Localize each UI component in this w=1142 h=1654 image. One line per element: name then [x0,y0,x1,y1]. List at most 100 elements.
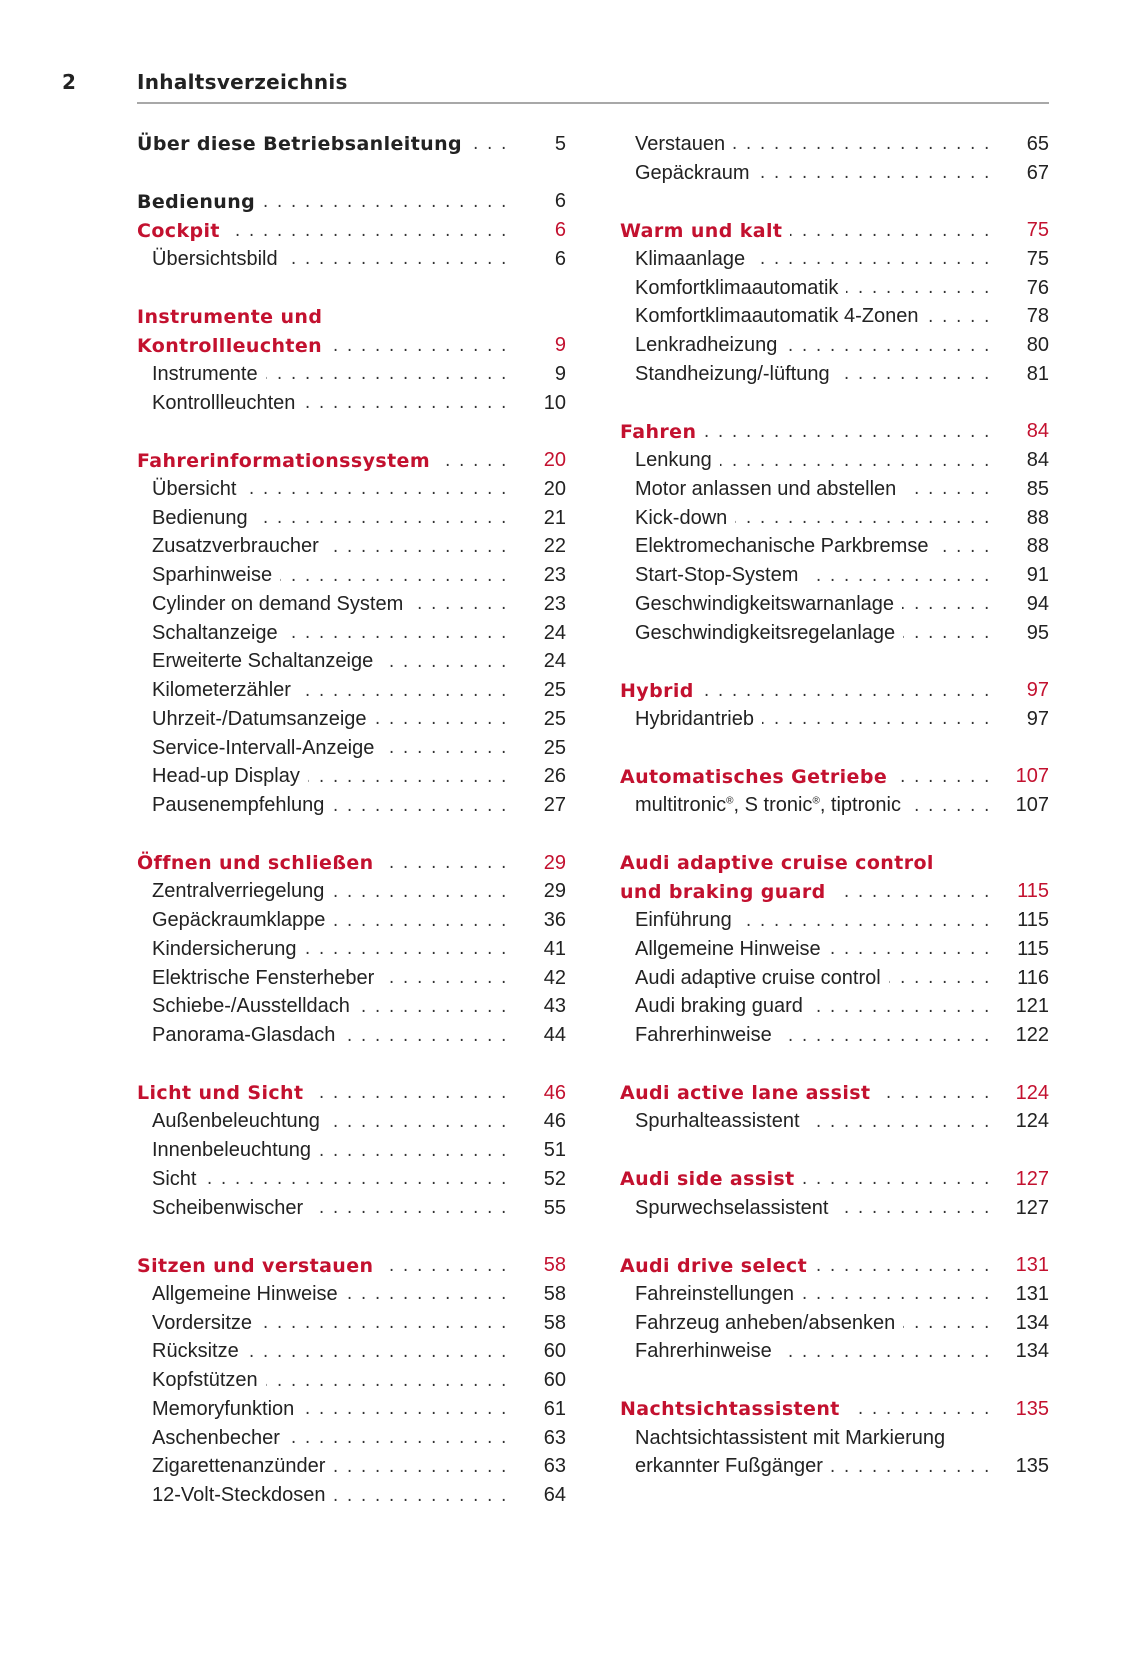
toc-entry-section[interactable]: Fahrerinformationssystem 20 [137,446,566,475]
toc-entry-sub[interactable]: Audi adaptive cruise control 116 [620,964,1049,993]
dot-leader [808,1112,991,1132]
toc-entry-sub[interactable]: Einführung 115 [620,906,1049,935]
toc-entry-sub[interactable]: Start-Stop-System 91 [620,561,1049,590]
toc-entry-page: 21 [543,506,566,529]
toc-entry-sub[interactable]: Kilometerzähler 25 [137,676,566,705]
toc-entry-page: 76 [1026,276,1049,299]
toc-entry-sub[interactable]: Service-Intervall-Anzeige 25 [137,734,566,763]
toc-entry-sub[interactable]: Innenbeleuchtung 51 [137,1136,566,1165]
toc-entry-sub[interactable]: Fahrzeug anheben/absenken 134 [620,1309,1049,1338]
toc-entry-sub[interactable]: Gepäckraumklappe 36 [137,906,566,935]
toc-entry-section[interactable]: Warm und kalt 75 [620,216,1049,245]
toc-entry-sub[interactable]: Scheibenwischer 55 [137,1194,566,1223]
toc-entry-sub[interactable]: Fahrerhinweise 134 [620,1338,1049,1367]
toc-entry-title: Audi adaptive cruise control [620,852,934,875]
toc-entry-sub[interactable]: Nachtsichtassistent mit Markierung [620,1424,1049,1453]
toc-entry-sub[interactable]: Zentralverriegelung 29 [137,878,566,907]
toc-entry-title: Hybridantrieb [635,707,754,730]
toc-entry-title: Motor anlassen und abstellen [635,477,897,500]
dot-leader [382,968,508,988]
toc-entry-section[interactable]: Öffnen und schließen 29 [137,849,566,878]
toc-entry-sub[interactable]: Standheizung/-lüftung 81 [620,360,1049,389]
toc-entry-sub[interactable]: Bedienung 21 [137,504,566,533]
toc-entry-sub[interactable]: Kick-down 88 [620,504,1049,533]
toc-entry-sub[interactable]: Übersicht 20 [137,475,566,504]
toc-entry-section[interactable]: Fahren 84 [620,418,1049,447]
dot-leader [790,221,991,241]
toc-entry-page: 67 [1026,161,1049,184]
toc-entry-section[interactable]: Kontrollleuchten 9 [137,331,566,360]
toc-entry-sub[interactable]: Verstauen 65 [620,130,1049,159]
toc-entry-sub[interactable]: Audi braking guard 121 [620,993,1049,1022]
toc-entry-section[interactable]: Automatisches Getriebe 107 [620,763,1049,792]
toc-entry-title: Scheibenwischer [152,1196,304,1219]
toc-entry-page: 60 [543,1340,566,1363]
toc-entry-sub[interactable]: Motor anlassen und abstellen 85 [620,475,1049,504]
toc-entry-sub[interactable]: Gepäckraum 67 [620,159,1049,188]
toc-entry-section[interactable]: Audi side assist 127 [620,1165,1049,1194]
toc-entry-sub[interactable]: Fahreinstellungen 131 [620,1280,1049,1309]
toc-entry-sub[interactable]: Außenbeleuchtung 46 [137,1108,566,1137]
toc-entry-sub[interactable]: Sparhinweise 23 [137,561,566,590]
toc-entry-section[interactable]: Hybrid 97 [620,676,1049,705]
toc-entry-sub[interactable]: Vordersitze 58 [137,1309,566,1338]
toc-entry-section[interactable]: Cockpit 6 [137,216,566,245]
toc-entry-sub[interactable]: Allgemeine Hinweise 58 [137,1280,566,1309]
toc-entry-sub[interactable]: Schaltanzeige 24 [137,619,566,648]
toc-entry-title: Übersichtsbild [152,247,278,270]
toc-entry-section[interactable]: Sitzen und verstauen 58 [137,1251,566,1280]
toc-entry-sub[interactable]: Erweiterte Schaltanzeige 24 [137,648,566,677]
toc-entry-section[interactable]: Audi active lane assist 124 [620,1079,1049,1108]
dot-leader [260,1313,508,1333]
toc-entry-sub[interactable]: Komfortklimaautomatik 76 [620,274,1049,303]
toc-entry-sub[interactable]: Elektromechanische Parkbremse 88 [620,533,1049,562]
toc-entry-title: multitronic®, S tronic®, tiptronic [635,794,901,817]
toc-entry-sub[interactable]: Uhrzeit-/Datumsanzeige 25 [137,705,566,734]
toc-entry-sub[interactable]: erkannter Fußgänger 135 [620,1453,1049,1482]
toc-entry-section[interactable]: Instrumente und [137,303,566,332]
toc-entry-sub[interactable]: Elektrische Fensterheber 42 [137,964,566,993]
toc-entry-section[interactable]: Nachtsichtassistent 135 [620,1395,1049,1424]
toc-entry-sub[interactable]: Geschwindigkeitswarnanlage 94 [620,590,1049,619]
toc-entry-section[interactable]: Audi drive select 131 [620,1251,1049,1280]
toc-entry-title: Fahrerhinweise [635,1340,772,1363]
toc-entry-section[interactable]: und braking guard 115 [620,878,1049,907]
toc-entry-sub[interactable]: Komfortklimaautomatik 4-Zonen 78 [620,303,1049,332]
toc-entry-section[interactable]: Audi adaptive cruise control [620,849,1049,878]
toc-entry-sub[interactable]: Übersichtsbild 6 [137,245,566,274]
toc-entry-sub[interactable]: Allgemeine Hinweise 115 [620,935,1049,964]
toc-entry-sub[interactable]: Cylinder on demand System 23 [137,590,566,619]
toc-entry-main[interactable]: Über diese Betriebsanleitung 5 [137,130,566,159]
toc-entry-main[interactable]: Bedienung 6 [137,188,566,217]
toc-entry-sub[interactable]: Klimaanlage 75 [620,245,1049,274]
toc-entry-sub[interactable]: Spurwechselassistent 127 [620,1194,1049,1223]
toc-entry-page: 88 [1026,506,1049,529]
toc-entry-sub[interactable]: 12-Volt-Steckdosen 64 [137,1481,566,1510]
toc-entry-sub[interactable]: Pausenempfehlung 27 [137,791,566,820]
toc-entry-page: 51 [543,1139,566,1162]
toc-entry-sub[interactable]: Fahrerhinweise 122 [620,1021,1049,1050]
toc-entry-sub[interactable]: Hybridantrieb 97 [620,705,1049,734]
toc-entry-sub[interactable]: Lenkradheizung 80 [620,331,1049,360]
toc-entry-sub[interactable]: Sicht 52 [137,1165,566,1194]
toc-entry-sub[interactable]: Spurhalteassistent 124 [620,1108,1049,1137]
toc-entry-sub[interactable]: Zigarettenanzünder 63 [137,1453,566,1482]
toc-entry-sub[interactable]: Rücksitze 60 [137,1338,566,1367]
toc-entry-sub[interactable]: Kindersicherung 41 [137,935,566,964]
toc-entry-sub[interactable]: Lenkung 84 [620,446,1049,475]
toc-entry-page: 20 [543,449,566,472]
toc-entry-sub[interactable]: Schiebe-/Ausstelldach 43 [137,993,566,1022]
toc-entry-sub[interactable]: Memoryfunktion 61 [137,1395,566,1424]
toc-entry-sub[interactable]: Geschwindigkeitsregelanlage 95 [620,619,1049,648]
toc-entry-sub[interactable]: Kontrollleuchten 10 [137,389,566,418]
toc-entry-sub[interactable]: Head-up Display 26 [137,763,566,792]
toc-entry-sub[interactable]: multitronic®, S tronic®, tiptronic 107 [620,791,1049,820]
toc-entry-sub[interactable]: Instrumente 9 [137,360,566,389]
toc-entry-page: 97 [1026,679,1049,702]
toc-entry-sub[interactable]: Zusatzverbraucher 22 [137,533,566,562]
toc-entry-sub[interactable]: Kopfstützen 60 [137,1366,566,1395]
toc-entry-section[interactable]: Licht und Sicht 46 [137,1079,566,1108]
dot-leader [780,1026,991,1046]
toc-entry-sub[interactable]: Panorama-Glasdach 44 [137,1021,566,1050]
toc-entry-sub[interactable]: Aschenbecher 63 [137,1424,566,1453]
